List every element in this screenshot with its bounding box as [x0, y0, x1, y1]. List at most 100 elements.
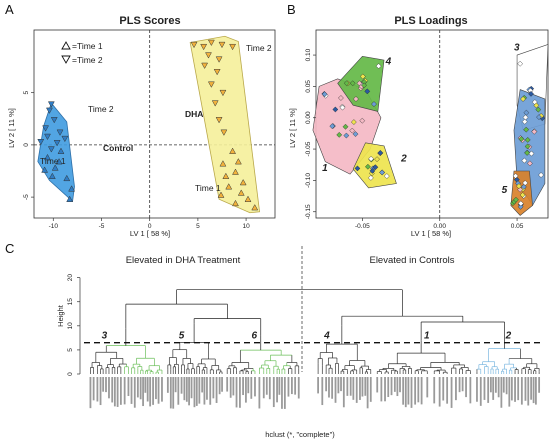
leaf-label-mark — [414, 377, 417, 405]
loadings-hulls — [312, 43, 549, 216]
loading-point — [352, 131, 359, 137]
score-point-time2 — [42, 125, 49, 132]
leaf-label-mark — [201, 377, 204, 393]
legend-time1-triangle-icon — [61, 41, 71, 50]
loadings-points — [321, 60, 546, 210]
dendrogram-y-tick-label: 15 — [67, 298, 74, 306]
leaf-label-mark — [487, 377, 490, 403]
loading-point — [517, 203, 524, 210]
leaf-label-mark — [433, 377, 436, 404]
leaf-label-mark — [265, 377, 268, 395]
leaf-label-mark — [352, 377, 355, 400]
leaf-label-mark — [108, 377, 110, 399]
loadings-y-axis-label: LV 2 [ 11 %] — [288, 108, 297, 148]
dendrogram-y-tick-label: 20 — [67, 274, 74, 282]
loading-point — [364, 88, 371, 95]
dendrogram-cluster-label-2: 2 — [505, 331, 512, 342]
leaf-label-mark — [212, 377, 215, 399]
scores-x-tick-label: -5 — [99, 223, 105, 230]
loading-point — [516, 183, 522, 190]
loading-point — [349, 80, 356, 87]
dendrogram-y-tick-label: 0 — [67, 372, 74, 376]
leaf-label-mark — [276, 377, 278, 403]
leaf-label-mark — [317, 377, 320, 394]
leaf-label-mark — [206, 377, 208, 400]
leaf-label-mark — [458, 377, 461, 393]
leaf-label-mark — [149, 377, 152, 407]
legend-time2-triangle-icon — [61, 55, 71, 64]
leaf-label-mark — [92, 377, 95, 401]
loadings-x-tick-label: -0.05 — [355, 223, 370, 230]
score-point-time2 — [47, 101, 55, 108]
leaf-label-mark — [133, 377, 136, 408]
dendrogram-cluster-label-3: 3 — [102, 331, 108, 342]
leaf-label-mark — [321, 377, 324, 406]
leaf-label-mark — [369, 377, 372, 402]
loading-point — [524, 150, 531, 156]
score-point-time2 — [61, 135, 69, 143]
leaf-label-mark — [514, 377, 516, 402]
leaf-label-mark — [469, 377, 472, 404]
score-point-time1 — [237, 189, 245, 196]
score-point-time1 — [66, 195, 74, 202]
leaf-label-mark — [155, 377, 157, 400]
score-point-time1 — [63, 174, 71, 182]
scores-x-tick-label: 5 — [196, 223, 200, 230]
loading-point — [343, 80, 350, 87]
loading-point — [517, 60, 524, 67]
leaf-label-mark — [502, 377, 505, 393]
leaf-label-mark — [387, 377, 390, 398]
score-point-time2 — [211, 100, 219, 107]
leaf-label-mark — [221, 377, 223, 392]
leaf-label-mark — [455, 377, 457, 401]
leaf-label-mark — [262, 377, 265, 399]
score-point-time1 — [251, 204, 259, 211]
score-point-time2 — [37, 139, 45, 146]
leaf-label-mark — [245, 377, 247, 403]
leaf-label-mark — [342, 377, 345, 408]
score-point-time2 — [44, 133, 51, 141]
leaf-label-mark — [102, 377, 105, 392]
dendrogram-cluster-label-6: 6 — [251, 331, 257, 342]
leaf-label-mark — [157, 377, 160, 404]
loading-point — [359, 73, 366, 80]
loading-point — [339, 104, 346, 111]
leaf-label-mark — [534, 377, 537, 405]
leaf-label-mark — [232, 377, 235, 396]
leaf-label-mark — [532, 377, 535, 404]
scores-x-tick-label: -10 — [49, 223, 59, 230]
score-point-time1 — [44, 153, 51, 161]
score-point-time2 — [205, 52, 212, 59]
leaf-label-mark — [399, 377, 401, 393]
dendrogram-cluster-label-4: 4 — [323, 331, 330, 342]
leaf-label-mark — [494, 377, 497, 393]
score-point-time2 — [46, 107, 53, 114]
leaf-label-mark — [492, 377, 495, 400]
score-point-time2 — [53, 140, 61, 147]
leaf-label-mark — [209, 377, 212, 405]
leaf-label-mark — [96, 377, 99, 402]
loading-point — [535, 106, 542, 113]
loadings-y-tick-label: -0.05 — [305, 141, 312, 156]
leaf-label-mark — [390, 377, 393, 396]
leaf-label-mark — [146, 377, 149, 402]
leaf-label-mark — [297, 377, 300, 399]
loading-point — [343, 132, 350, 139]
loading-point — [369, 167, 376, 174]
score-point-time1 — [239, 178, 247, 186]
leaf-label-mark — [510, 377, 513, 401]
loading-point — [354, 165, 361, 172]
leaf-label-mark — [489, 377, 492, 393]
loading-point — [383, 173, 390, 179]
loading-point — [329, 123, 336, 130]
loading-point — [521, 118, 528, 125]
score-point-time1 — [41, 166, 49, 173]
leaf-label-mark — [505, 377, 508, 395]
leaf-label-mark — [198, 377, 201, 404]
leaf-label-mark — [446, 377, 449, 404]
loading-point — [332, 106, 339, 113]
control-time2-label: Time 2 — [88, 104, 114, 114]
score-point-time1 — [55, 158, 63, 165]
leaf-label-mark — [203, 377, 206, 405]
leaf-label-mark — [229, 377, 232, 398]
